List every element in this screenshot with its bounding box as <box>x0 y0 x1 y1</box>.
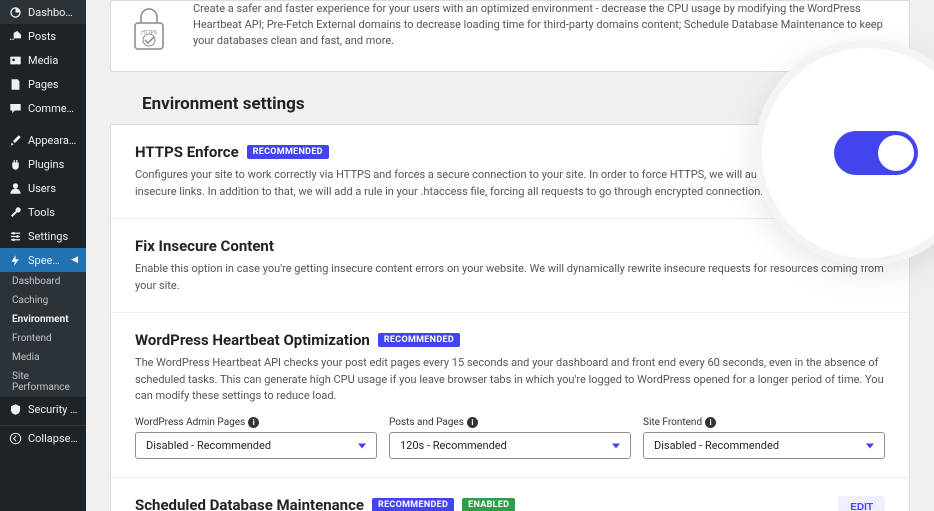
menu-label: Comments <box>28 102 78 115</box>
setting-fix-insecure: Fix Insecure Content Enable this option … <box>111 219 909 313</box>
setting-description: Enable this option in case you're gettin… <box>135 261 885 294</box>
collapse-menu[interactable]: Collapse menu <box>0 425 86 450</box>
setting-heartbeat: WordPress Heartbeat Optimization RECOMME… <box>111 313 909 478</box>
pin-icon <box>8 29 22 43</box>
plug-icon <box>8 157 22 171</box>
wp-admin-sidebar: Dashboard Posts Media Pages Comments App… <box>0 0 86 511</box>
menu-dashboard[interactable]: Dashboard <box>0 0 86 24</box>
menu-posts[interactable]: Posts <box>0 24 86 48</box>
sub-caching[interactable]: Caching <box>0 291 86 310</box>
menu-label: Media <box>28 54 58 67</box>
menu-plugins[interactable]: Plugins <box>0 152 86 176</box>
select-posts-pages[interactable]: 120s - Recommended <box>389 432 631 459</box>
menu-users[interactable]: Users <box>0 176 86 200</box>
menu-label: Collapse menu <box>28 432 78 445</box>
setting-title: Fix Insecure Content <box>135 237 274 255</box>
select-admin-pages[interactable]: Disabled - Recommended <box>135 432 377 459</box>
media-icon <box>8 53 22 67</box>
chevron-left-icon: ◀ <box>71 255 78 265</box>
recommended-badge: RECOMMENDED <box>378 333 460 347</box>
shield-icon <box>8 402 22 416</box>
menu-comments[interactable]: Comments <box>0 96 86 120</box>
menu-label: Security Optimizer <box>28 403 78 416</box>
collapse-icon <box>8 431 22 445</box>
wrench-icon <box>8 205 22 219</box>
select-site-frontend[interactable]: Disabled - Recommended <box>643 432 885 459</box>
enabled-badge: ENABLED <box>462 498 515 511</box>
speed-icon <box>8 253 22 267</box>
comment-icon <box>8 101 22 115</box>
heartbeat-selects: WordPress Admin Pagesi Disabled - Recomm… <box>135 417 885 459</box>
menu-label: Dashboard <box>28 6 78 19</box>
menu-security-optimizer[interactable]: Security Optimizer <box>0 397 86 421</box>
sub-environment[interactable]: Environment <box>0 310 86 329</box>
setting-title: Scheduled Database Maintenance <box>135 496 364 511</box>
edit-button[interactable]: EDIT <box>838 496 885 511</box>
intro-card: HTTPS Create a safer and faster experien… <box>110 0 910 72</box>
info-icon[interactable]: i <box>467 417 478 428</box>
menu-appearance[interactable]: Appearance <box>0 128 86 152</box>
sliders-icon <box>8 229 22 243</box>
menu-media[interactable]: Media <box>0 48 86 72</box>
info-icon[interactable]: i <box>248 417 259 428</box>
menu-label: Appearance <box>28 134 78 147</box>
user-icon <box>8 181 22 195</box>
recommended-badge: RECOMMENDED <box>372 498 454 511</box>
setting-db-maintenance: EDIT Scheduled Database Maintenance RECO… <box>111 478 909 511</box>
select-label: Posts and Pagesi <box>389 417 631 428</box>
menu-label: Pages <box>28 78 59 91</box>
setting-description: The WordPress Heartbeat API checks your … <box>135 355 885 405</box>
menu-label: Users <box>28 182 56 195</box>
speed-optimizer-submenu: Dashboard Caching Environment Frontend M… <box>0 272 86 397</box>
sub-media[interactable]: Media <box>0 348 86 367</box>
intro-description: Create a safer and faster experience for… <box>193 1 891 53</box>
sub-dashboard[interactable]: Dashboard <box>0 272 86 291</box>
menu-label: Plugins <box>28 158 64 171</box>
info-icon[interactable]: i <box>705 417 716 428</box>
menu-pages[interactable]: Pages <box>0 72 86 96</box>
page-icon <box>8 77 22 91</box>
menu-tools[interactable]: Tools <box>0 200 86 224</box>
svg-text:HTTPS: HTTPS <box>141 30 157 36</box>
toggle-switch[interactable] <box>834 131 918 175</box>
menu-label: Speed Optimizer <box>28 254 65 267</box>
menu-settings[interactable]: Settings <box>0 224 86 248</box>
select-label: WordPress Admin Pagesi <box>135 417 377 428</box>
dashboard-icon <box>8 5 22 19</box>
lock-https-icon: HTTPS <box>129 5 169 53</box>
menu-label: Posts <box>28 30 56 43</box>
recommended-badge: RECOMMENDED <box>247 145 329 159</box>
brush-icon <box>8 133 22 147</box>
setting-title: WordPress Heartbeat Optimization <box>135 331 370 349</box>
sub-frontend[interactable]: Frontend <box>0 329 86 348</box>
intro-icon-wrap: HTTPS <box>129 1 169 53</box>
menu-speed-optimizer[interactable]: Speed Optimizer ◀ <box>0 248 86 272</box>
menu-label: Settings <box>28 230 68 243</box>
select-label: Site Frontendi <box>643 417 885 428</box>
menu-label: Tools <box>28 206 55 219</box>
setting-title: HTTPS Enforce <box>135 143 239 161</box>
sub-site-performance[interactable]: Site Performance <box>0 367 86 397</box>
